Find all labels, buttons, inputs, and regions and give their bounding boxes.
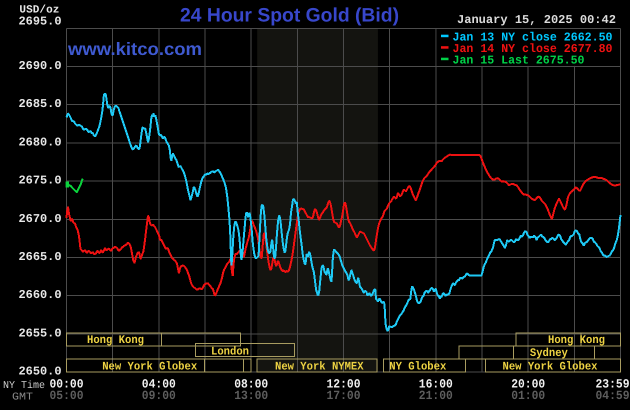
svg-text:16:00: 16:00 xyxy=(419,378,453,392)
svg-text:04:00: 04:00 xyxy=(142,378,176,392)
svg-text:2690.0: 2690.0 xyxy=(19,59,62,73)
svg-text:05:00: 05:00 xyxy=(50,389,84,403)
svg-text:Jan 15 Last 2675.50: Jan 15 Last 2675.50 xyxy=(453,54,585,68)
svg-text:2695.0: 2695.0 xyxy=(19,14,62,28)
svg-text:20:00: 20:00 xyxy=(511,378,545,392)
svg-text:24 Hour Spot Gold (Bid): 24 Hour Spot Gold (Bid) xyxy=(180,5,399,27)
svg-text:12:00: 12:00 xyxy=(327,378,361,392)
svg-text:www.kitco.com: www.kitco.com xyxy=(67,39,202,59)
svg-text:17:00: 17:00 xyxy=(327,389,361,403)
svg-text:23:59: 23:59 xyxy=(596,378,630,392)
svg-text:04:59: 04:59 xyxy=(596,389,630,403)
svg-text:New York Globex: New York Globex xyxy=(102,360,197,373)
svg-text:New York Globex: New York Globex xyxy=(503,360,598,373)
svg-text:00:00: 00:00 xyxy=(50,378,84,392)
svg-text:January 15, 2025 00:42: January 15, 2025 00:42 xyxy=(457,13,616,27)
svg-text:2680.0: 2680.0 xyxy=(19,135,62,149)
svg-text:Hong Kong: Hong Kong xyxy=(87,334,144,347)
svg-text:13:00: 13:00 xyxy=(234,389,268,403)
svg-text:2670.0: 2670.0 xyxy=(19,212,62,226)
svg-text:2655.0: 2655.0 xyxy=(19,326,62,340)
svg-text:NY Globex: NY Globex xyxy=(389,360,446,373)
svg-text:2650.0: 2650.0 xyxy=(19,365,62,379)
svg-text:2685.0: 2685.0 xyxy=(19,97,62,111)
svg-text:London: London xyxy=(211,346,249,359)
svg-text:2665.0: 2665.0 xyxy=(19,250,62,264)
svg-text:21:00: 21:00 xyxy=(419,389,453,403)
svg-text:Jan 13 NY close 2662.50: Jan 13 NY close 2662.50 xyxy=(453,31,613,45)
svg-text:09:00: 09:00 xyxy=(142,389,176,403)
svg-text:NY Time: NY Time xyxy=(3,380,45,392)
svg-text:2660.0: 2660.0 xyxy=(19,288,62,302)
svg-text:2675.0: 2675.0 xyxy=(19,174,62,188)
svg-text:01:00: 01:00 xyxy=(511,389,545,403)
svg-text:New York NYMEX: New York NYMEX xyxy=(275,360,364,373)
svg-text:08:00: 08:00 xyxy=(234,378,268,392)
svg-text:USD/oz: USD/oz xyxy=(19,5,59,17)
svg-text:Hong Kong: Hong Kong xyxy=(548,334,605,347)
svg-text:GMT: GMT xyxy=(12,392,33,404)
svg-text:Jan 14 NY close 2677.80: Jan 14 NY close 2677.80 xyxy=(453,42,613,56)
svg-text:Sydney: Sydney xyxy=(530,347,568,360)
